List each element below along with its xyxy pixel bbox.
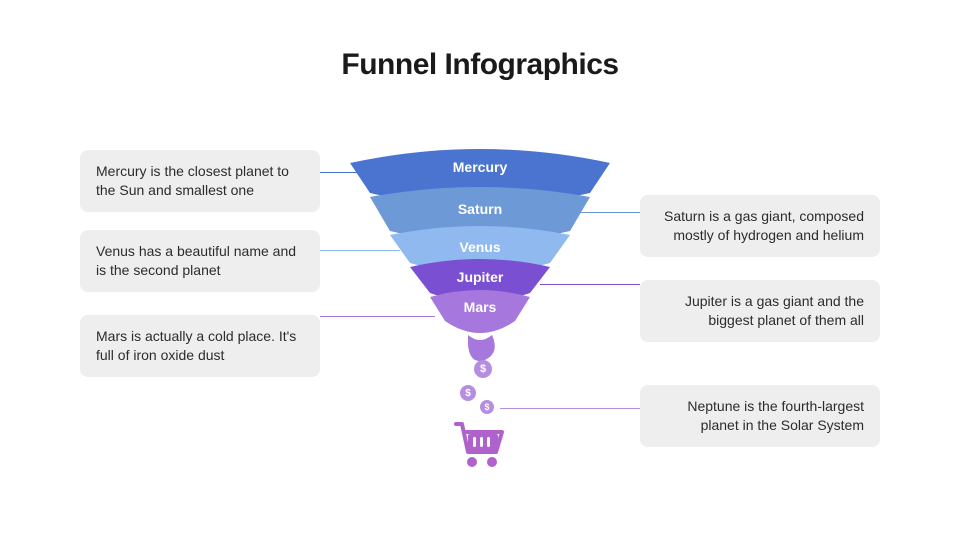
- funnel-label-mercury: Mercury: [350, 159, 610, 175]
- callout-saturn: Saturn is a gas giant, composed mostly o…: [640, 195, 880, 257]
- cart-icon: [452, 420, 508, 475]
- funnel-drip-tail: [468, 335, 495, 361]
- callout-jupiter: Jupiter is a gas giant and the biggest p…: [640, 280, 880, 342]
- funnel-label-mars: Mars: [350, 299, 610, 315]
- funnel-label-saturn: Saturn: [350, 201, 610, 217]
- callout-mars: Mars is actually a cold place. It's full…: [80, 315, 320, 377]
- drip-coin-2: $: [460, 385, 476, 401]
- funnel-label-venus: Venus: [350, 239, 610, 255]
- funnel-label-jupiter: Jupiter: [350, 269, 610, 285]
- callout-mercury: Mercury is the closest planet to the Sun…: [80, 150, 320, 212]
- callout-venus: Venus has a beautiful name and is the se…: [80, 230, 320, 292]
- drip-coin-3: $: [480, 400, 494, 414]
- page-title: Funnel Infographics: [0, 48, 960, 82]
- drip-coin-1: $: [474, 360, 492, 378]
- callout-neptune: Neptune is the fourth-largest planet in …: [640, 385, 880, 447]
